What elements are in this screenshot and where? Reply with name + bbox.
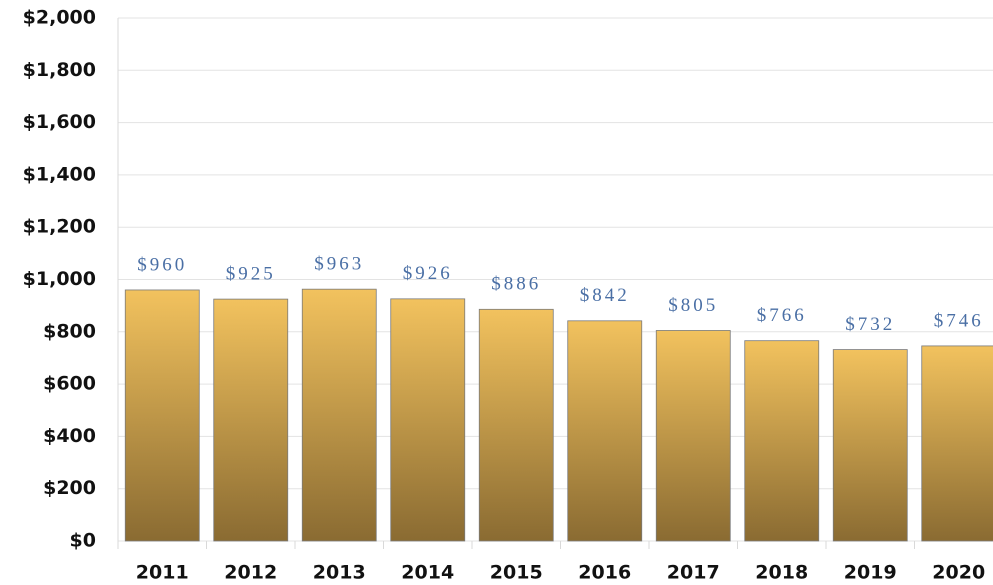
bar: [213, 298, 289, 542]
y-tick-label: $200: [43, 477, 96, 499]
bar: [744, 340, 820, 542]
x-tick-label: 2011: [136, 562, 189, 584]
x-tick-label: 2015: [490, 562, 543, 584]
value-label: $732: [845, 314, 895, 335]
y-tick-label: $1,400: [23, 163, 96, 185]
x-tick-label: 2013: [313, 562, 366, 584]
bar: [124, 289, 200, 542]
bar: [478, 308, 554, 542]
value-label: $926: [403, 263, 453, 284]
value-label: $963: [314, 254, 364, 275]
value-label: $842: [580, 285, 630, 306]
y-tick-label: $0: [70, 530, 96, 552]
x-tick-label: 2012: [224, 562, 277, 584]
x-tick-label: 2018: [755, 562, 808, 584]
x-tick-label: 2020: [932, 562, 985, 584]
value-label: $746: [934, 310, 984, 331]
value-label: $925: [226, 263, 276, 284]
y-tick-label: $1,000: [23, 268, 96, 290]
y-tick-label: $400: [43, 425, 96, 447]
x-tick-label: 2014: [401, 562, 454, 584]
y-tick-label: $1,800: [23, 59, 96, 81]
bar: [921, 345, 993, 542]
bar: [301, 288, 377, 542]
value-label: $766: [757, 305, 807, 326]
x-tick-label: 2019: [844, 562, 897, 584]
x-tick-label: 2016: [578, 562, 631, 584]
bar: [567, 320, 643, 542]
x-tick-label: 2017: [667, 562, 720, 584]
bar: [390, 298, 466, 542]
value-label: $960: [137, 254, 187, 275]
value-label: $805: [668, 295, 718, 316]
bar: [832, 349, 908, 542]
y-tick-label: $1,200: [23, 216, 96, 238]
y-tick-label: $2,000: [23, 7, 96, 29]
bar: [655, 330, 731, 542]
value-label: $886: [491, 274, 541, 295]
y-tick-label: $600: [43, 373, 96, 395]
y-tick-label: $1,600: [23, 111, 96, 133]
y-tick-label: $800: [43, 320, 96, 342]
